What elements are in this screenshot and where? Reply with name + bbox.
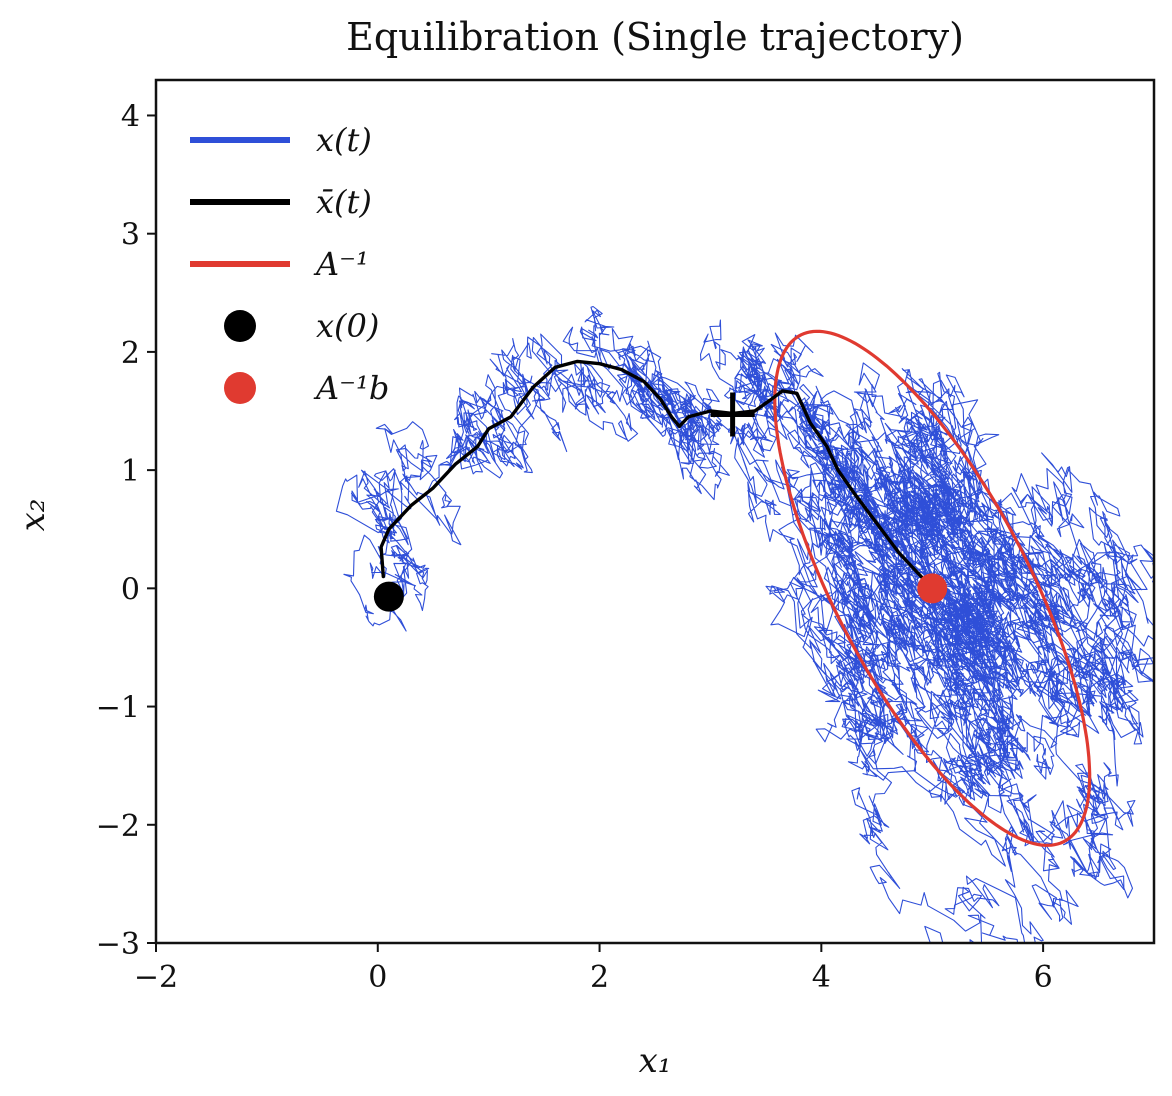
legend-marker xyxy=(224,310,256,342)
x-tick-label: 4 xyxy=(812,960,831,995)
legend-label: x(0) xyxy=(316,307,379,345)
legend: x(t) x̄(t) A⁻¹ x(0) A⁻¹b xyxy=(190,121,389,407)
x-axis: −2 0 2 4 6 xyxy=(134,943,1053,995)
ellipse-outline xyxy=(773,329,1092,847)
legend-marker xyxy=(224,372,256,404)
x-tick-label: −2 xyxy=(134,960,178,995)
legend-label: x(t) xyxy=(316,121,372,159)
y-tick-label: −1 xyxy=(96,691,140,726)
x-tick-label: 0 xyxy=(368,960,387,995)
y-tick-label: −2 xyxy=(96,809,140,844)
trajectory-x-t xyxy=(335,305,1154,943)
legend-label: A⁻¹b xyxy=(313,369,389,407)
y-axis: −3 −2 −1 0 1 2 3 4 xyxy=(96,99,156,962)
marker-a-inverse-b xyxy=(917,573,948,604)
plot-area xyxy=(335,305,1154,943)
x-tick-label: 6 xyxy=(1034,960,1053,995)
y-axis-label: x₂ xyxy=(13,499,53,532)
ellipse-a-inverse xyxy=(773,329,1092,847)
chart-title: Equilibration (Single trajectory) xyxy=(346,15,964,59)
trajectory-x-bar-t xyxy=(379,359,934,590)
y-tick-label: 1 xyxy=(121,454,140,489)
marker-x0 xyxy=(373,581,404,612)
x-axis-label: x₁ xyxy=(639,1041,672,1081)
y-tick-label: −3 xyxy=(96,927,140,962)
y-tick-label: 0 xyxy=(121,572,140,607)
x-tick-label: 2 xyxy=(590,960,609,995)
series-x-bar-t-line xyxy=(379,359,934,590)
legend-label: A⁻¹ xyxy=(313,245,369,283)
y-tick-label: 4 xyxy=(121,99,140,134)
y-tick-label: 2 xyxy=(121,336,140,371)
legend-label: x̄(t) xyxy=(316,183,372,221)
markers xyxy=(373,392,948,612)
series-x-t-line xyxy=(335,305,1154,943)
y-tick-label: 3 xyxy=(121,218,140,253)
plot-frame xyxy=(154,78,1156,945)
